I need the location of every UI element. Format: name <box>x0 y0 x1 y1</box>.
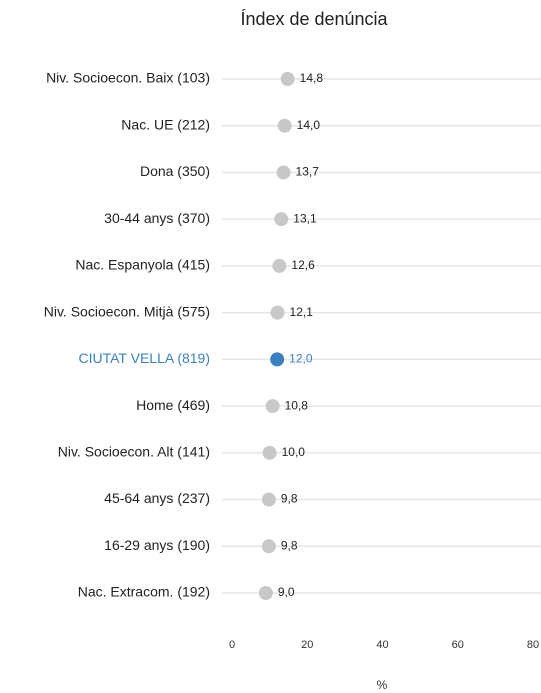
dot <box>272 258 287 273</box>
dot <box>277 118 292 133</box>
value-label: 14,8 <box>300 71 324 85</box>
dot <box>258 586 273 600</box>
x-tick-label: 20 <box>301 639 313 651</box>
category-label: 16-29 anys (190) <box>104 537 210 553</box>
value-label: 9,8 <box>281 538 298 552</box>
x-tick-label: 60 <box>452 639 464 651</box>
category-label: 30-44 anys (370) <box>104 210 210 226</box>
category-label: Nac. UE (212) <box>121 116 210 132</box>
dot <box>265 399 280 414</box>
category-label: Nac. Espanyola (415) <box>75 257 210 273</box>
dot <box>276 165 291 180</box>
category-label: Nac. Extracom. (192) <box>78 584 210 600</box>
chart-title: Índex de denúncia <box>240 9 388 29</box>
category-label: Niv. Socioecon. Mitjà (575) <box>44 303 210 319</box>
x-tick-label: 0 <box>229 639 235 651</box>
category-label: Niv. Socioecon. Baix (103) <box>46 70 210 86</box>
dot <box>270 305 285 320</box>
dot <box>280 72 295 86</box>
category-label: Dona (350) <box>140 163 210 179</box>
x-axis-label: % <box>377 678 388 692</box>
x-tick-label: 40 <box>376 639 388 651</box>
value-label: 10,8 <box>285 398 309 412</box>
value-label: 9,0 <box>278 585 295 599</box>
dot <box>262 445 277 460</box>
value-label: 10,0 <box>282 445 306 459</box>
dot <box>270 352 285 367</box>
dot <box>261 492 276 507</box>
category-label: 45-64 anys (237) <box>104 490 210 506</box>
category-label: Home (469) <box>136 397 210 413</box>
value-label: 13,7 <box>296 165 320 179</box>
dot <box>261 539 276 554</box>
value-label: 14,0 <box>297 118 321 132</box>
x-tick-label: 80 <box>527 639 539 651</box>
dot <box>274 212 289 227</box>
value-label: 12,1 <box>290 305 314 319</box>
value-label: 12,6 <box>291 258 315 272</box>
value-label: 13,1 <box>293 211 317 225</box>
category-label: Niv. Socioecon. Alt (141) <box>58 444 210 460</box>
category-label: CIUTAT VELLA (819) <box>79 350 211 366</box>
value-label: 12,0 <box>289 352 313 366</box>
value-label: 9,8 <box>281 492 298 506</box>
